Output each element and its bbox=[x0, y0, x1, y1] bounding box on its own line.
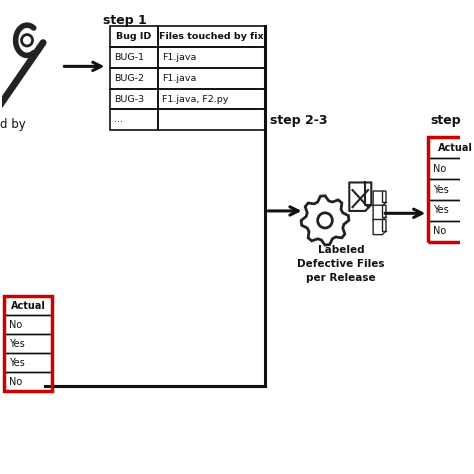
Text: BUG-2: BUG-2 bbox=[114, 74, 144, 82]
Bar bbox=[428, 179, 474, 200]
Text: F1.java: F1.java bbox=[162, 53, 197, 62]
Text: Yes: Yes bbox=[433, 184, 448, 195]
Bar bbox=[428, 137, 474, 242]
Text: d by: d by bbox=[0, 118, 25, 131]
Bar bbox=[158, 109, 265, 130]
Text: Yes: Yes bbox=[433, 205, 448, 216]
Text: Bug ID: Bug ID bbox=[116, 32, 151, 41]
Text: BUG-3: BUG-3 bbox=[114, 95, 144, 103]
Text: F1.java, F2.py: F1.java, F2.py bbox=[162, 95, 228, 103]
Bar bbox=[428, 137, 474, 158]
Bar bbox=[109, 47, 158, 68]
Text: step 2-3: step 2-3 bbox=[270, 114, 328, 127]
Bar bbox=[428, 221, 474, 242]
Text: No: No bbox=[9, 319, 22, 330]
Bar bbox=[4, 296, 52, 391]
Text: Labeled
Defective Files
per Release: Labeled Defective Files per Release bbox=[297, 245, 385, 283]
Polygon shape bbox=[349, 182, 371, 211]
Bar bbox=[4, 372, 52, 391]
Polygon shape bbox=[373, 205, 386, 220]
Circle shape bbox=[318, 213, 332, 228]
Circle shape bbox=[21, 35, 33, 46]
Bar bbox=[109, 89, 158, 109]
Bar bbox=[4, 334, 52, 353]
Bar bbox=[109, 68, 158, 89]
Bar bbox=[158, 68, 265, 89]
Bar bbox=[428, 158, 474, 179]
Text: Actual: Actual bbox=[11, 301, 46, 311]
Bar bbox=[158, 47, 265, 68]
Text: Files touched by fix: Files touched by fix bbox=[159, 32, 264, 41]
Text: No: No bbox=[433, 164, 446, 174]
Text: step: step bbox=[430, 114, 461, 127]
Text: Actual: Actual bbox=[438, 143, 473, 153]
Text: Yes: Yes bbox=[9, 338, 25, 349]
Bar bbox=[158, 26, 265, 47]
Text: BUG-1: BUG-1 bbox=[114, 53, 144, 62]
Text: F1.java: F1.java bbox=[162, 74, 197, 82]
Polygon shape bbox=[373, 219, 386, 235]
Bar bbox=[109, 26, 158, 47]
Text: No: No bbox=[9, 376, 22, 387]
Bar bbox=[158, 89, 265, 109]
Bar bbox=[4, 296, 52, 315]
Bar bbox=[4, 353, 52, 372]
Polygon shape bbox=[373, 191, 386, 206]
Bar bbox=[428, 200, 474, 221]
Text: ...: ... bbox=[114, 116, 123, 124]
Bar bbox=[109, 109, 158, 130]
Text: Yes: Yes bbox=[9, 357, 25, 368]
Text: No: No bbox=[433, 226, 446, 237]
Bar bbox=[4, 315, 52, 334]
Text: step 1: step 1 bbox=[103, 14, 146, 27]
